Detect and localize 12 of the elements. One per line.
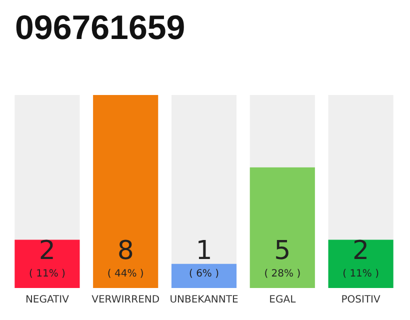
x-tick-label: EGAL	[269, 294, 296, 306]
data-label: 1 ( 6% )	[188, 236, 220, 280]
chart-title: 096761659	[15, 9, 186, 47]
data-label: 5 ( 28% )	[264, 236, 301, 280]
data-label: 2 ( 11% )	[342, 236, 380, 280]
bar	[171, 264, 237, 288]
x-tick-label: POSITIV	[341, 294, 380, 306]
x-tick-label: VERWIRREND	[92, 294, 160, 306]
data-label: 2 ( 11% )	[29, 236, 66, 280]
data-label: 8 ( 44% )	[107, 236, 144, 280]
x-tick-label: UNBEKANNTE	[170, 294, 238, 306]
x-tick-label: NEGATIV	[25, 294, 70, 306]
